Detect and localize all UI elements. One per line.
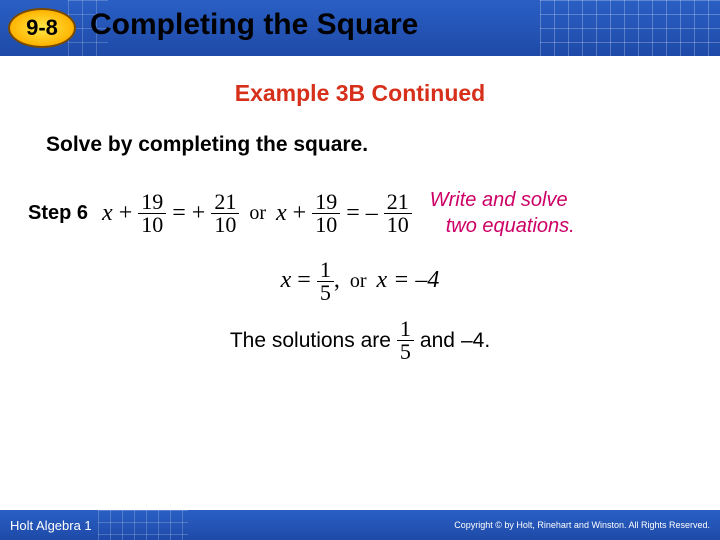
eq2-lhs-frac: 19 10 (312, 191, 340, 236)
step-equations: x + 19 10 = + 21 10 or x + 19 10 = – 21 (102, 191, 412, 236)
slide-title: Completing the Square (90, 8, 418, 42)
conclusion-prefix: The solutions are (230, 329, 391, 353)
lesson-badge: 9-8 (8, 8, 76, 48)
sol1-comma: , (334, 267, 340, 293)
note-line2: two equations. (430, 213, 575, 239)
step-row: Step 6 x + 19 10 = + 21 10 or x + 19 10 … (28, 187, 692, 239)
eq2-var: x (276, 200, 287, 227)
result-equations: x = 1 5 , or x = –4 (28, 259, 692, 304)
eq1-var: x (102, 200, 113, 227)
sol1-var: x (281, 267, 292, 293)
footer-left: Holt Algebra 1 (10, 518, 92, 533)
eq2-op: + (293, 200, 307, 227)
footer-grid (98, 510, 188, 540)
eq1-rhs-frac: 21 10 (211, 191, 239, 236)
conclusion-frac: 1 5 (397, 318, 414, 363)
slide-content: Example 3B Continued Solve by completing… (0, 56, 720, 363)
footer-right: Copyright © by Holt, Rinehart and Winsto… (454, 520, 710, 530)
note-line1: Write and solve (430, 187, 575, 213)
step-label: Step 6 (28, 202, 88, 225)
conclusion-line: The solutions are 1 5 and –4. (28, 318, 692, 363)
sol1-frac: 1 5 (317, 259, 334, 304)
sol2-text: x = –4 (377, 267, 440, 293)
slide-footer: Holt Algebra 1 Copyright © by Holt, Rine… (0, 510, 720, 540)
eq1-lhs-frac: 19 10 (138, 191, 166, 236)
result-connector: or (350, 270, 367, 292)
eq1-op: + (119, 200, 133, 227)
instruction-text: Solve by completing the square. (46, 133, 692, 157)
eq1-eq: = (172, 200, 186, 227)
eq2-rhs-frac: 21 10 (384, 191, 412, 236)
eq2-eq: = (346, 200, 360, 227)
eq2-rsign: – (366, 200, 378, 227)
eq-connector: or (249, 202, 266, 225)
eq1-rsign: + (192, 200, 206, 227)
conclusion-mid: and (420, 329, 455, 353)
header-grid-right (540, 0, 720, 56)
sol1-eq: = (297, 267, 311, 293)
step-note: Write and solve two equations. (430, 187, 575, 239)
conclusion-second: –4. (461, 329, 490, 353)
slide-header: 9-8 Completing the Square (0, 0, 720, 56)
example-title: Example 3B Continued (28, 80, 692, 107)
